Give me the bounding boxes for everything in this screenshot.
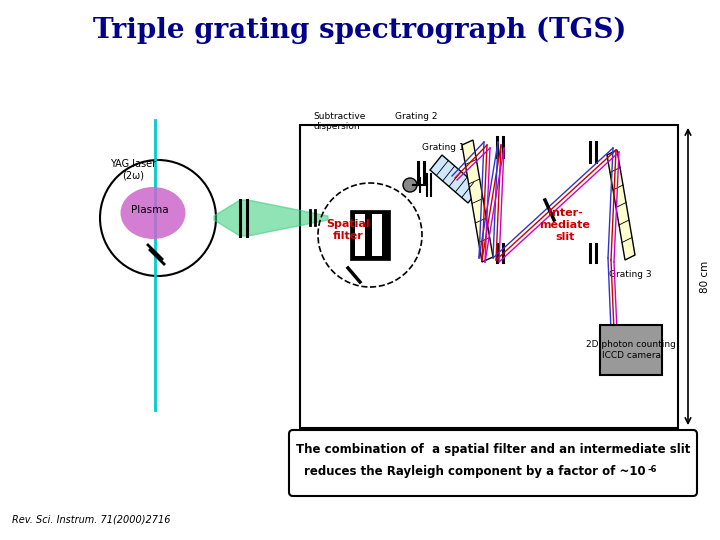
Text: Grating 1: Grating 1 <box>422 143 464 152</box>
Text: reduces the Rayleigh component by a factor of ~10: reduces the Rayleigh component by a fact… <box>304 465 646 478</box>
Text: 80 cm: 80 cm <box>700 260 710 293</box>
Polygon shape <box>430 155 480 203</box>
Text: Subtractive
dispersion: Subtractive dispersion <box>313 112 365 131</box>
Text: Triple grating spectrograph (TGS): Triple grating spectrograph (TGS) <box>94 16 626 44</box>
Polygon shape <box>462 140 493 262</box>
Text: Plasma: Plasma <box>131 205 168 215</box>
Text: Grating 2: Grating 2 <box>395 112 438 121</box>
Circle shape <box>403 178 417 192</box>
Text: Inter-
mediate
slit: Inter- mediate slit <box>539 208 590 241</box>
Polygon shape <box>248 200 328 236</box>
Text: -6: -6 <box>648 464 657 474</box>
Text: Grating 3: Grating 3 <box>608 270 652 279</box>
Polygon shape <box>607 150 635 260</box>
Text: Spatial
filter: Spatial filter <box>326 219 370 241</box>
Bar <box>372 214 382 256</box>
Text: Rev. Sci. Instrum. 71(2000)2716: Rev. Sci. Instrum. 71(2000)2716 <box>12 515 171 525</box>
FancyBboxPatch shape <box>289 430 697 496</box>
Bar <box>350 210 390 260</box>
Text: 2D photon counting
ICCD camera: 2D photon counting ICCD camera <box>586 340 676 360</box>
Text: The combination of  a spatial filter and an intermediate slit: The combination of a spatial filter and … <box>296 443 690 456</box>
Circle shape <box>100 160 216 276</box>
Text: 60 cm: 60 cm <box>473 456 505 466</box>
Bar <box>300 125 678 428</box>
Polygon shape <box>214 200 248 236</box>
Text: YAG laser
(2ω): YAG laser (2ω) <box>110 159 156 181</box>
Bar <box>355 214 365 256</box>
Bar <box>600 325 662 375</box>
Ellipse shape <box>120 187 186 239</box>
